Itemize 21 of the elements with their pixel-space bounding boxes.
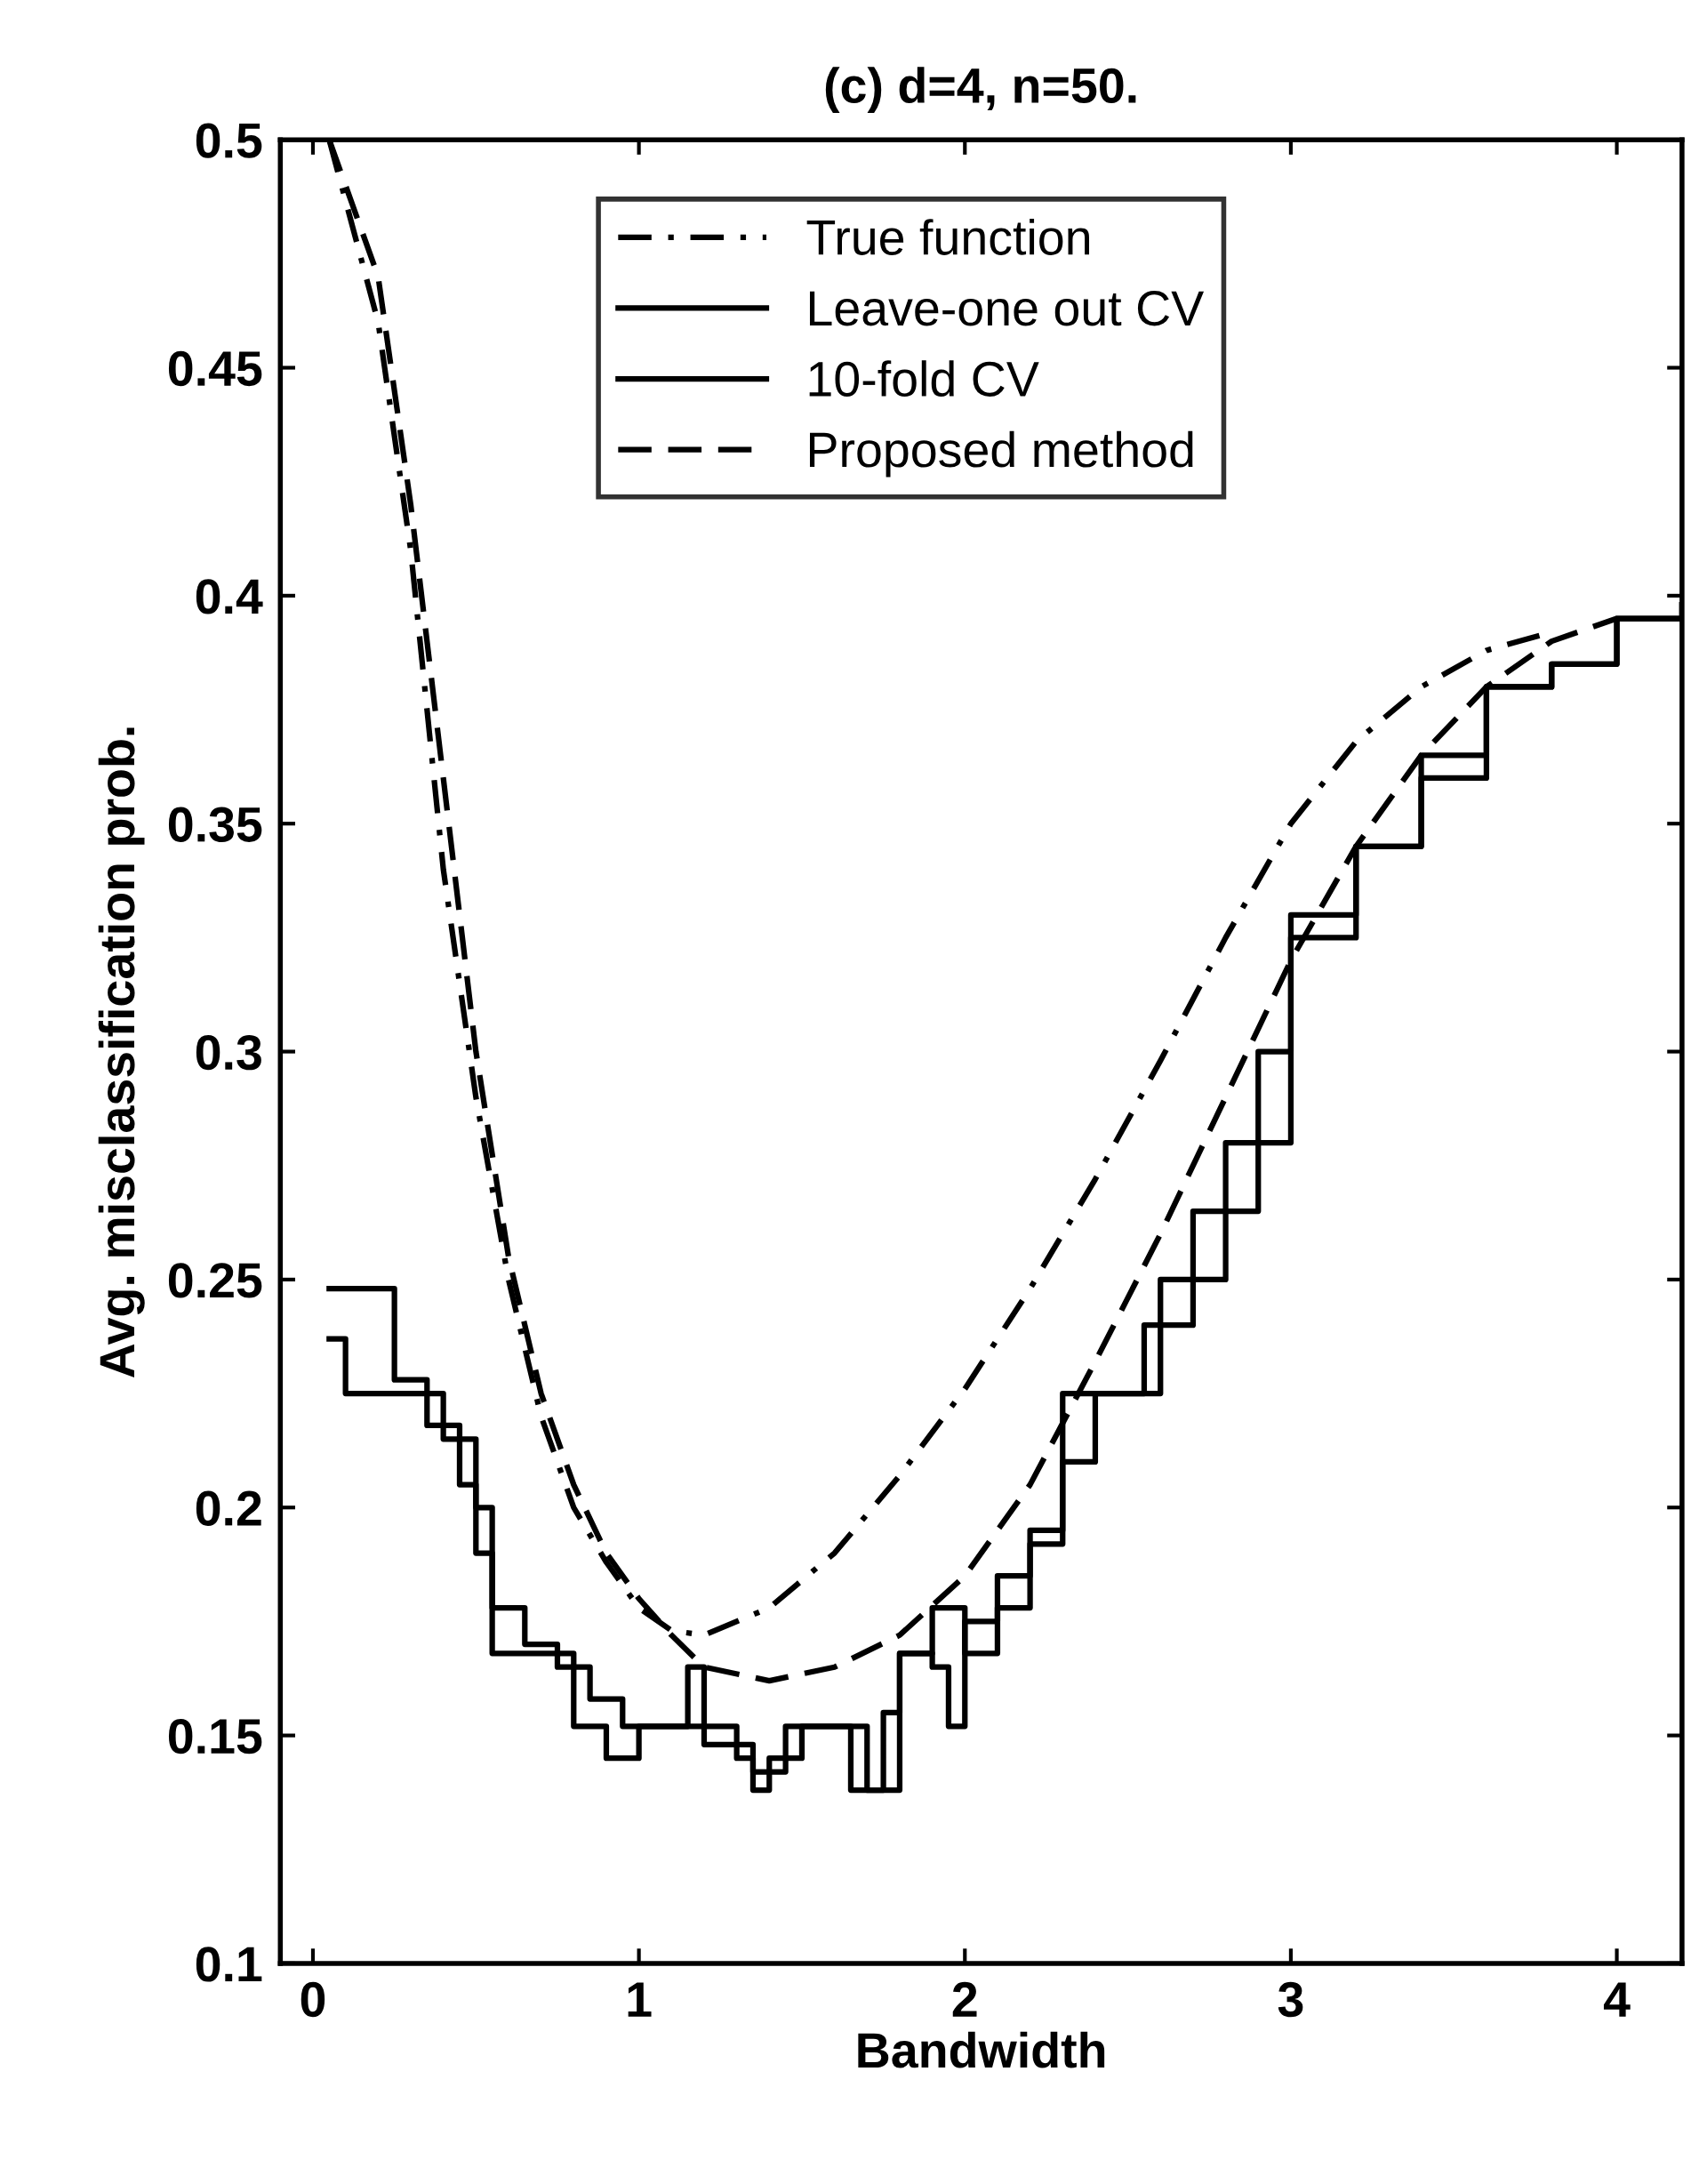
x-tick-label: 4 (1603, 1982, 1631, 2017)
legend-label: Proposed method (809, 430, 1193, 478)
legend-label: 10-fold CV (809, 360, 1039, 397)
x-tick-label: 0 (301, 1981, 325, 2018)
y-tick-label: 0.3 (196, 1034, 261, 1071)
y-tick-label: 0.15 (168, 1718, 262, 1754)
x-tick-label: 2 (952, 1981, 977, 2017)
y-tick-label: 0.35 (168, 807, 262, 842)
y-tick-label: 0.25 (168, 1263, 262, 1298)
x-tick-label: 1 (628, 1982, 652, 2017)
y-tick-label: 0.45 (168, 350, 262, 387)
y-tick-label: 0.1 (196, 1947, 262, 1982)
legend-label: Leave-one out CV (809, 291, 1205, 326)
x-axis-title: Bandwidth (858, 2031, 1105, 2068)
chart-title: (c) d=4, n=50. (825, 67, 1136, 114)
y-axis-title: Avg. misclassification prob. (98, 727, 145, 1378)
y-tick-label: 0.2 (196, 1490, 261, 1526)
x-tick-label: 3 (1278, 1981, 1303, 2018)
legend-label: True function (806, 219, 1089, 255)
y-tick-label: 0.4 (196, 579, 263, 614)
y-tick-label: 0.5 (196, 123, 262, 158)
